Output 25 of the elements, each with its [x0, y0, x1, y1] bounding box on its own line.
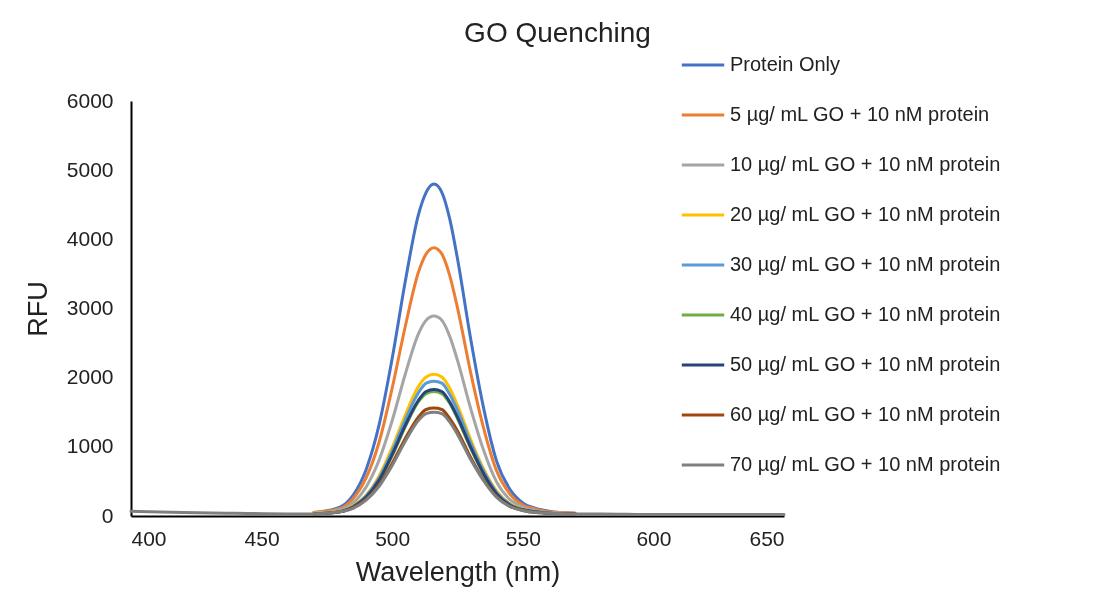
y-tick-label: 5000 — [66, 157, 114, 181]
y-tick-label: 3000 — [66, 296, 114, 319]
legend-label: 10 µg/ mL GO + 10 nM protein — [730, 153, 1001, 175]
y-axis-title: RFU — [22, 281, 53, 337]
x-axis-title: Wavelength (nm) — [355, 556, 561, 587]
x-tick-label: 400 — [131, 526, 167, 550]
x-tick-label: 650 — [749, 526, 785, 550]
legend-label: 20 µg/ mL GO + 10 nM protein — [730, 203, 1001, 225]
legend-label: 60 µg/ mL GO + 10 nM protein — [730, 403, 1001, 425]
y-tick-label: 0 — [101, 503, 114, 527]
x-tick-label: 450 — [244, 526, 280, 550]
y-tick-label: 2000 — [66, 365, 114, 389]
legend-label: 40 µg/ mL GO + 10 nM protein — [730, 303, 1001, 325]
x-tick-label: 500 — [375, 526, 411, 550]
legend-label: 50 µg/ mL GO + 10 nM protein — [730, 353, 1001, 375]
legend-label: 70 µg/ mL GO + 10 nM protein — [730, 453, 1001, 475]
x-tick-label: 550 — [505, 526, 541, 550]
legend-label: Protein Only — [730, 53, 841, 75]
legend-label: 5 µg/ mL GO + 10 nM protein — [730, 103, 990, 125]
y-tick-label: 6000 — [66, 88, 114, 112]
legend-label: 30 µg/ mL GO + 10 nM protein — [730, 253, 1001, 275]
y-tick-label: 1000 — [66, 434, 114, 458]
x-tick-label: 600 — [636, 526, 672, 550]
y-tick-label: 4000 — [66, 226, 114, 250]
chart-title: GO Quenching — [464, 17, 651, 48]
